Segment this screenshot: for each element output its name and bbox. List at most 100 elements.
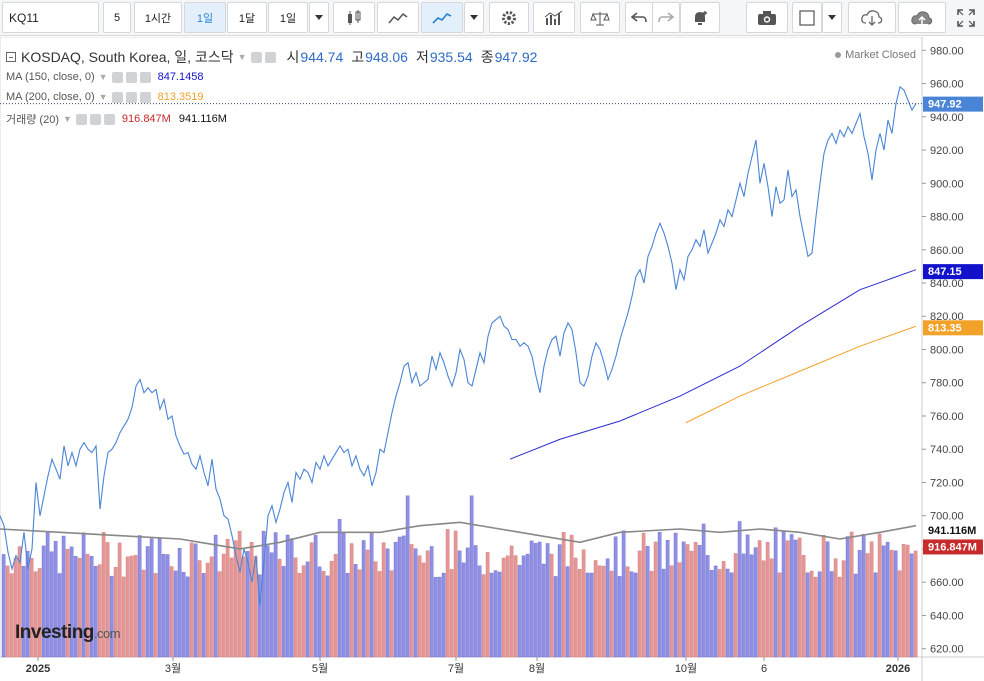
volume-bar <box>637 550 642 658</box>
indicators-button[interactable] <box>533 2 575 33</box>
eye-icon[interactable] <box>75 113 87 125</box>
volume-bar <box>905 544 910 658</box>
volume-bar <box>153 573 158 658</box>
volume-bar <box>529 540 534 658</box>
interval-dropdown-button[interactable] <box>309 2 329 33</box>
load-layout-button[interactable] <box>848 2 896 33</box>
interval-1h[interactable]: 1시간 <box>134 2 182 33</box>
volume-bar <box>373 561 378 658</box>
ma150-line <box>509 269 917 460</box>
volume-bar <box>801 555 806 658</box>
volume-bar <box>117 542 122 658</box>
eye-icon[interactable] <box>111 91 123 103</box>
volume-bar <box>469 495 474 658</box>
interval-1d[interactable]: 1일 <box>184 2 226 33</box>
volume-bar <box>841 560 846 658</box>
volume-bar <box>817 571 822 658</box>
close-icon[interactable] <box>103 113 115 125</box>
volume-bar <box>833 558 838 658</box>
color-dropdown-button[interactable] <box>822 2 842 33</box>
volume-bar <box>269 552 274 658</box>
chart-canvas[interactable]: 620.00640.00660.00680.00700.00720.00740.… <box>0 37 984 681</box>
high-value: 948.06 <box>365 49 408 65</box>
volume-bar <box>113 567 118 658</box>
volume-bar <box>425 550 430 658</box>
volume-bar <box>893 550 898 658</box>
volume-bar <box>909 553 914 658</box>
symbol-input[interactable]: KQ11 <box>2 2 99 33</box>
volume-bar <box>241 556 246 658</box>
volume-bar <box>505 555 510 658</box>
color-picker-button[interactable] <box>792 2 822 33</box>
screenshot-button[interactable] <box>746 2 788 33</box>
caret-down-icon[interactable]: ▼ <box>62 114 72 124</box>
volume-bar <box>897 570 902 658</box>
chart-area[interactable]: 620.00640.00660.00680.00700.00720.00740.… <box>0 37 984 681</box>
line-chart-button[interactable] <box>421 2 463 33</box>
caret-down-icon <box>470 15 478 20</box>
volume-bar <box>901 544 906 658</box>
gear-icon[interactable] <box>125 91 137 103</box>
volume-bar <box>329 560 334 658</box>
status-dot-icon <box>835 52 842 58</box>
undo-button[interactable] <box>625 2 653 33</box>
alert-button[interactable] <box>680 2 720 33</box>
chart-type-dropdown-button[interactable] <box>464 2 484 33</box>
volume-bar <box>253 556 258 658</box>
gear-icon[interactable] <box>89 113 101 125</box>
volume-bar <box>821 535 826 658</box>
eye-icon[interactable] <box>111 71 123 83</box>
volume-bar <box>569 534 574 658</box>
volume-bar <box>585 572 590 658</box>
volume-bar <box>693 542 698 658</box>
volume-bar <box>81 532 86 658</box>
y-tick-label: 800.00 <box>930 344 964 356</box>
high-label: 고 <box>351 49 365 65</box>
close-price-badge: 947.92 <box>928 99 962 111</box>
gear-icon[interactable] <box>264 51 276 63</box>
y-tick-label: 900.00 <box>930 178 964 190</box>
settings-button[interactable] <box>489 2 529 33</box>
volume-bar <box>173 570 178 658</box>
volume-bar <box>429 546 434 658</box>
volume-bar <box>889 550 894 658</box>
volume-bar <box>449 569 454 658</box>
area-chart-button[interactable] <box>377 2 419 33</box>
compare-button[interactable] <box>580 2 620 33</box>
caret-down-icon[interactable]: ▼ <box>98 72 108 82</box>
volume-bar <box>225 539 230 658</box>
redo-button[interactable] <box>652 2 680 33</box>
volume-bar <box>485 552 490 658</box>
volume-bar <box>589 572 594 658</box>
volume-bar <box>193 543 198 658</box>
gear-icon[interactable] <box>125 71 137 83</box>
ma150-badge: 847.15 <box>928 266 962 278</box>
interval-value[interactable]: 5 <box>103 2 131 33</box>
volume-bar <box>537 541 542 658</box>
interval-1d-alt[interactable]: 1일 <box>268 2 308 33</box>
volume-bar <box>85 553 90 658</box>
save-layout-button[interactable] <box>898 2 946 33</box>
volume-bar <box>577 569 582 658</box>
volume-bar <box>765 542 770 658</box>
candlestick-icon <box>348 9 361 25</box>
volume-bar <box>221 553 226 658</box>
interval-1mo[interactable]: 1달 <box>227 2 267 33</box>
volume-bar <box>169 566 174 658</box>
volume-bar <box>341 532 346 658</box>
volume-bar <box>769 558 774 658</box>
collapse-icon[interactable] <box>6 52 16 62</box>
caret-down-icon[interactable]: ▼ <box>98 92 108 102</box>
close-icon[interactable] <box>139 71 151 83</box>
square-icon <box>799 9 815 26</box>
eye-icon[interactable] <box>250 51 262 63</box>
volume-bar <box>313 535 318 658</box>
volume-bar <box>265 545 270 658</box>
caret-down-icon[interactable]: ▼ <box>237 52 247 62</box>
volume-bar <box>597 565 602 658</box>
volume-bar <box>809 570 814 658</box>
fullscreen-button[interactable] <box>950 2 982 33</box>
volume-bar <box>461 562 466 658</box>
candlestick-chart-button[interactable] <box>333 2 375 33</box>
close-icon[interactable] <box>139 91 151 103</box>
